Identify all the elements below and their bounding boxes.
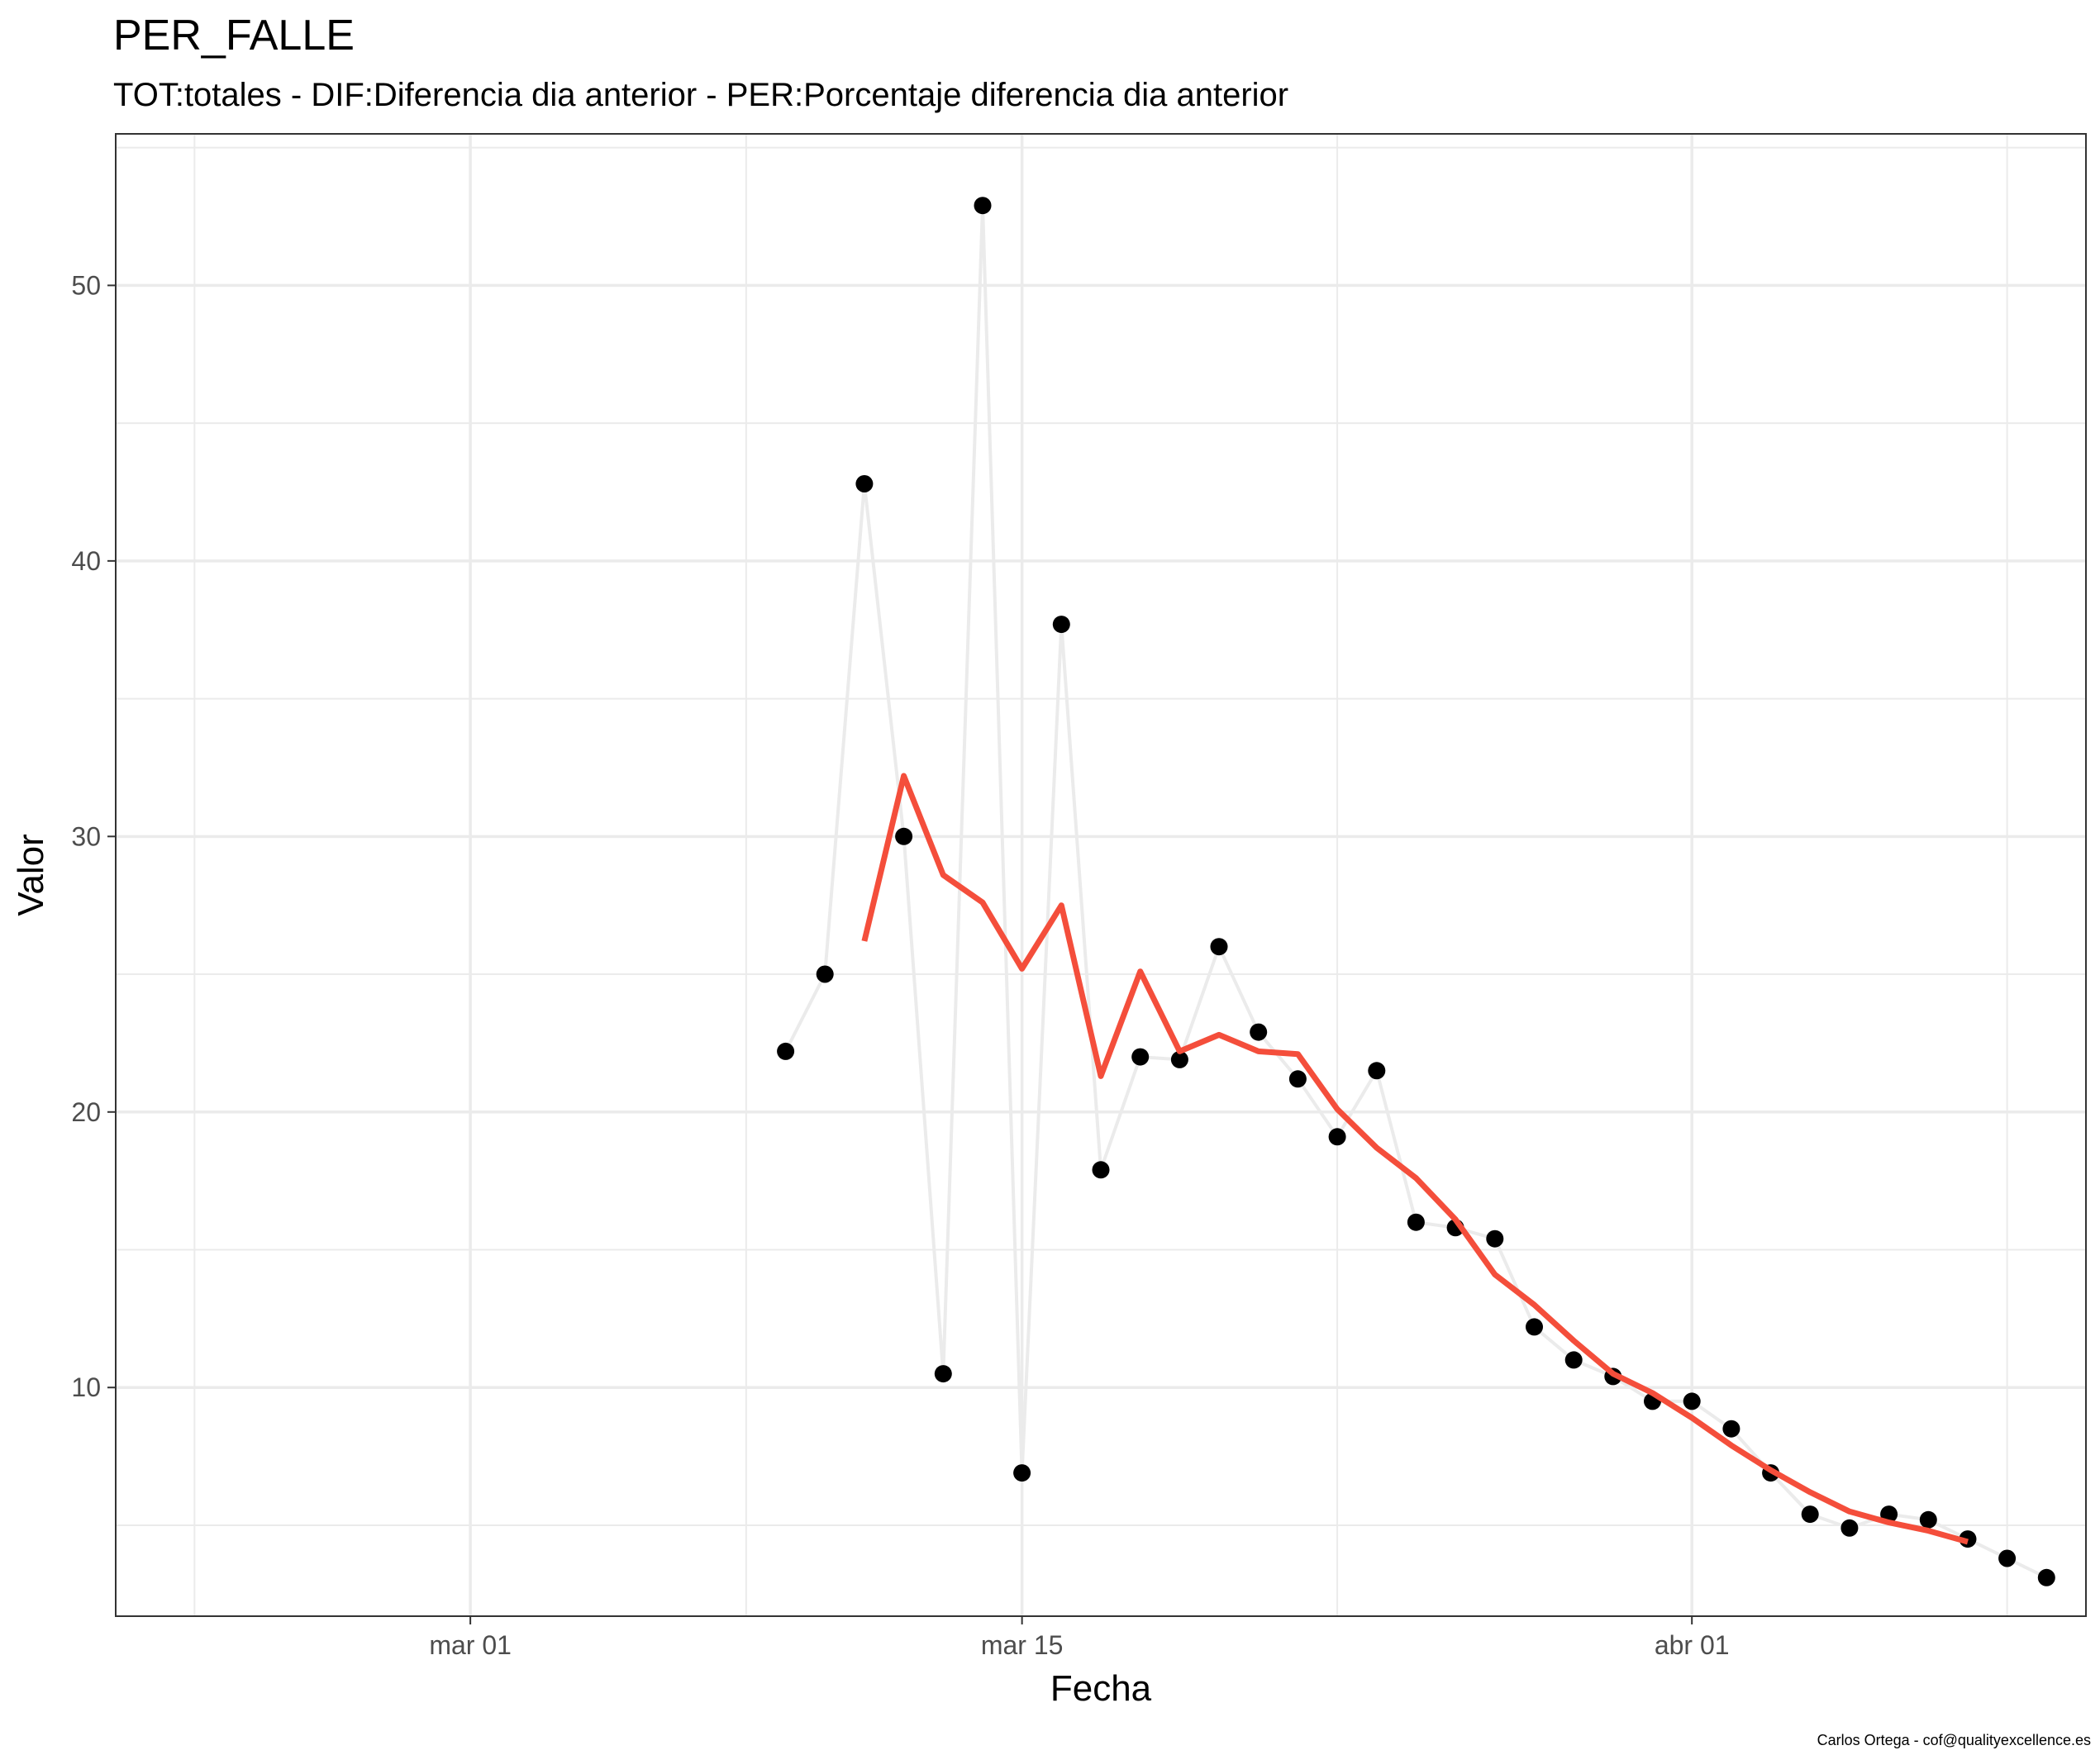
data-point (974, 197, 992, 215)
series-smooth-line (861, 773, 1969, 1545)
chart-title: PER_FALLE (113, 12, 355, 59)
data-point (1407, 1213, 1425, 1231)
data-point (1288, 1070, 1307, 1088)
data-point (1013, 1464, 1031, 1482)
y-tick-label: 40 (71, 546, 101, 576)
data-point (1998, 1549, 2017, 1567)
panel-border (115, 133, 2087, 1617)
data-point (1170, 1050, 1188, 1068)
y-tick-label: 30 (71, 821, 101, 851)
chart-subtitle: TOT:totales - DIF:Diferencia dia anterio… (113, 77, 1288, 113)
data-point (934, 1365, 952, 1383)
data-point (2037, 1568, 2055, 1586)
data-point (1328, 1128, 1346, 1146)
data-point (1210, 938, 1228, 956)
raw-series-line (783, 205, 2048, 1580)
data-point (1368, 1062, 1386, 1080)
data-point (1722, 1420, 1740, 1438)
x-tick-label: mar 15 (981, 1630, 1064, 1660)
data-point (855, 475, 874, 492)
data-point (1564, 1351, 1583, 1369)
y-tick-label: 50 (71, 270, 101, 300)
data-point (1092, 1161, 1110, 1179)
series-raw-line (783, 205, 2048, 1580)
data-point (816, 965, 834, 983)
data-point (1486, 1229, 1504, 1248)
data-point (777, 1042, 795, 1060)
y-tick-label: 20 (71, 1097, 101, 1127)
x-axis-title: Fecha (1050, 1668, 1152, 1709)
grid-major (116, 134, 2086, 1616)
grid-minor (116, 134, 2086, 1616)
y-axis-ticks: 10 20 30 40 50 (71, 270, 116, 1402)
smooth-series-line (861, 773, 1969, 1545)
x-axis-ticks: mar 01 mar 15 abr 01 (429, 1616, 1730, 1660)
data-point (1250, 1023, 1268, 1041)
data-point (1131, 1048, 1150, 1066)
data-point (1840, 1519, 1859, 1537)
data-point (1683, 1392, 1701, 1410)
data-point (1919, 1510, 1937, 1529)
data-point (1052, 616, 1070, 634)
data-point (895, 827, 913, 845)
x-tick-label: mar 01 (429, 1630, 512, 1660)
data-point (1801, 1505, 1819, 1524)
y-axis-title: Valor (11, 834, 51, 916)
chart-caption: Carlos Ortega - cof@qualityexcellence.es (1817, 1732, 2091, 1748)
data-point (1526, 1318, 1543, 1336)
y-tick-label: 10 (71, 1372, 101, 1402)
x-tick-label: abr 01 (1655, 1630, 1730, 1660)
